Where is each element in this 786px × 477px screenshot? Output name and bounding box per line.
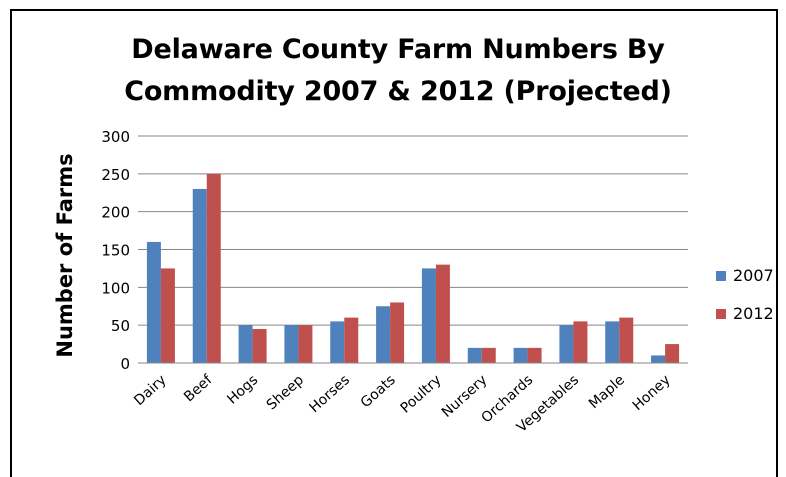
x-tick-label: Beef	[181, 371, 216, 405]
x-tick-label: Dairy	[131, 372, 169, 409]
x-tick-label: Honey	[630, 372, 674, 414]
x-tick-label: Maple	[586, 372, 628, 412]
y-tick-label: 250	[101, 166, 130, 184]
chart-title-line-2: Commodity 2007 & 2012 (Projected)	[124, 76, 672, 107]
bar-2012-horses	[344, 317, 359, 363]
y-tick-label: 0	[120, 355, 130, 373]
y-tick-label: 150	[101, 242, 130, 260]
bar-2012-honey	[665, 344, 680, 363]
x-tick-label: Poultry	[398, 372, 445, 417]
y-axis-label: Number of Farms	[53, 153, 77, 357]
chart-frame	[10, 9, 778, 477]
bar-2012-nursery	[481, 347, 496, 363]
y-tick-labels: 0 50 100 150 200 250 300	[101, 128, 130, 373]
bar-2012-beef	[206, 173, 221, 363]
bars	[146, 173, 680, 363]
x-tick-labels: Dairy Beef Hogs Sheep Horses GoatsPoultryNurs…	[131, 371, 674, 435]
bar-2012-orchards	[527, 347, 542, 363]
legend-label-2012: 2012	[733, 304, 774, 323]
bar-2007-poultry	[421, 268, 436, 363]
legend-label-2007: 2007	[733, 266, 774, 285]
bar-2007-beef	[192, 188, 207, 363]
y-tick-label: 50	[111, 317, 130, 335]
bar-2012-goats	[390, 302, 405, 363]
y-tick-label: 100	[101, 279, 130, 297]
legend-item-2012: 2012	[716, 304, 774, 323]
x-tick-label: Sheep	[264, 372, 307, 413]
x-tick-label: Horses	[307, 372, 353, 416]
gridlines	[138, 135, 688, 326]
bar-2007-maple	[605, 321, 620, 363]
x-tick-label: Hogs	[224, 372, 261, 407]
bar-2012-vegetables	[573, 321, 588, 363]
bar-2007-sheep	[284, 325, 299, 363]
bar-2012-maple	[619, 317, 634, 363]
bar-2007-honey	[651, 355, 666, 363]
bar-2007-orchards	[513, 347, 528, 363]
bar-2012-dairy	[160, 268, 175, 363]
legend-item-2007: 2007	[716, 266, 774, 285]
bar-2012-poultry	[435, 264, 450, 363]
legend-swatch-2012	[716, 308, 726, 319]
bar-2007-nursery	[467, 347, 482, 363]
y-tick-label: 300	[101, 128, 130, 146]
x-tick-label: Goats	[358, 372, 399, 411]
bar-2007-horses	[330, 321, 345, 363]
chart-title-line-1: Delaware County Farm Numbers By	[131, 34, 665, 65]
bar-2012-sheep	[298, 325, 313, 363]
legend-swatch-2007	[716, 270, 726, 281]
y-tick-label: 200	[101, 204, 130, 222]
bar-2007-vegetables	[559, 325, 574, 363]
bar-2012-hogs	[252, 328, 267, 363]
bar-2007-hogs	[238, 325, 253, 363]
bar-2007-goats	[376, 306, 391, 363]
bar-2007-dairy	[146, 241, 161, 363]
